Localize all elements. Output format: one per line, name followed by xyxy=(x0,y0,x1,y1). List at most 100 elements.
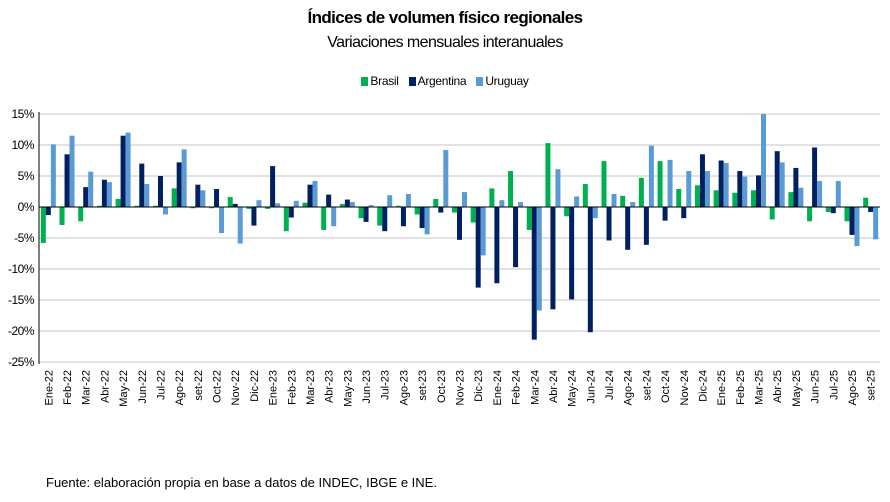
bar-uruguay xyxy=(331,207,337,227)
x-tick-label: Ene-22 xyxy=(43,370,55,405)
bar-uruguay xyxy=(387,195,393,207)
bar-brasil xyxy=(302,202,308,207)
bar-uruguay xyxy=(648,145,654,207)
legend-swatch-uruguay xyxy=(476,76,484,86)
bar-brasil xyxy=(508,171,514,207)
bar-uruguay xyxy=(630,202,636,207)
bar-argentina xyxy=(849,207,855,235)
x-tick-label: Oct-24 xyxy=(660,370,672,403)
x-tick-label: May-22 xyxy=(118,370,130,407)
bar-argentina xyxy=(176,162,182,207)
bar-brasil xyxy=(40,207,46,243)
x-tick-label: set-22 xyxy=(193,370,205,401)
bar-argentina xyxy=(45,207,51,216)
bar-brasil xyxy=(452,207,457,213)
x-tick-label: Jul-25 xyxy=(828,370,840,400)
y-tick-label: 10% xyxy=(11,138,34,152)
bar-brasil xyxy=(265,207,271,209)
x-tick-label: set-24 xyxy=(641,370,653,401)
bar-brasil xyxy=(638,177,644,207)
x-tick-label: Ene-24 xyxy=(492,370,504,405)
bar-brasil xyxy=(78,207,84,222)
x-tick-label: Jul-23 xyxy=(380,370,392,400)
x-tick-label: set-23 xyxy=(417,370,429,401)
bar-uruguay xyxy=(536,207,542,311)
bar-brasil xyxy=(582,184,588,207)
bar-brasil xyxy=(863,197,869,207)
x-tick-label: Dic-23 xyxy=(473,370,485,402)
x-tick-label: Oct-23 xyxy=(436,370,448,403)
bar-brasil xyxy=(545,143,551,207)
x-tick-label: Ago-25 xyxy=(847,370,859,405)
bar-uruguay xyxy=(667,159,673,207)
legend: Brasil Argentina Uruguay xyxy=(0,74,890,88)
x-tick-label: Nov-23 xyxy=(455,370,467,405)
x-tick-label: Nov-22 xyxy=(230,370,242,405)
legend-item-argentina: Argentina xyxy=(408,74,467,88)
bar-uruguay xyxy=(144,184,150,207)
bar-argentina xyxy=(625,207,631,250)
bar-brasil xyxy=(657,161,663,207)
bar-brasil xyxy=(190,207,196,209)
bar-uruguay xyxy=(817,180,823,207)
legend-label-argentina: Argentina xyxy=(417,74,467,88)
bar-brasil xyxy=(115,198,121,207)
bar-brasil xyxy=(620,195,626,207)
y-tick-label: 5% xyxy=(18,169,35,183)
bar-argentina xyxy=(83,187,89,207)
x-tick-label: Mar-22 xyxy=(81,370,93,405)
bar-argentina xyxy=(475,207,481,288)
bar-uruguay xyxy=(368,205,374,207)
bar-brasil xyxy=(377,207,383,226)
bar-uruguay xyxy=(69,135,75,207)
x-tick-label: Jun-22 xyxy=(137,370,149,404)
bar-argentina xyxy=(438,207,444,213)
legend-label-brasil: Brasil xyxy=(370,74,399,88)
y-tick-label: -5% xyxy=(14,231,35,245)
bar-uruguay xyxy=(106,182,112,207)
x-tick-label: Abr-23 xyxy=(324,370,336,403)
bar-uruguay xyxy=(761,114,767,207)
bar-brasil xyxy=(769,207,775,220)
bar-argentina xyxy=(344,199,350,207)
bar-brasil xyxy=(788,192,794,207)
bar-argentina xyxy=(681,207,687,219)
bar-uruguay xyxy=(275,203,281,207)
x-tick-label: May-25 xyxy=(791,370,803,407)
bar-uruguay xyxy=(873,207,879,240)
x-tick-label: Oct-22 xyxy=(212,370,224,403)
legend-swatch-brasil xyxy=(361,76,369,86)
x-tick-label: Dic-22 xyxy=(249,370,261,402)
bar-uruguay xyxy=(480,207,486,256)
x-tick-label: Dic-24 xyxy=(697,370,709,402)
bar-brasil xyxy=(321,207,327,230)
x-tick-label: Abr-22 xyxy=(99,370,111,403)
bar-brasil xyxy=(209,207,215,209)
bar-brasil xyxy=(339,203,345,207)
bar-argentina xyxy=(400,207,406,227)
bar-brasil xyxy=(134,205,140,207)
x-tick-label: Mar-25 xyxy=(754,370,766,405)
bar-argentina xyxy=(513,207,519,268)
y-tick-label: 15% xyxy=(11,107,34,121)
x-tick-label: Feb-23 xyxy=(286,370,298,405)
legend-swatch-argentina xyxy=(408,76,416,86)
x-tick-label: set-25 xyxy=(866,370,878,401)
y-tick-label: -25% xyxy=(8,355,35,369)
bar-argentina xyxy=(382,207,388,232)
x-tick-label: Feb-24 xyxy=(511,370,523,405)
chart-subtitle: Variaciones mensuales interanuales xyxy=(327,34,563,51)
bar-argentina xyxy=(494,207,500,284)
bar-uruguay xyxy=(256,200,262,207)
bar-uruguay xyxy=(555,169,561,207)
bar-uruguay xyxy=(611,193,617,207)
bar-brasil xyxy=(358,207,364,219)
chart-title: Índices de volumen físico regionales xyxy=(307,8,583,27)
bar-brasil xyxy=(283,207,289,232)
bar-uruguay xyxy=(88,171,94,207)
bar-argentina xyxy=(419,207,425,229)
bar-uruguay xyxy=(462,192,467,207)
bar-brasil xyxy=(564,207,570,217)
x-tick-label: Feb-25 xyxy=(735,370,747,405)
x-tick-label: Jun-25 xyxy=(810,370,822,404)
